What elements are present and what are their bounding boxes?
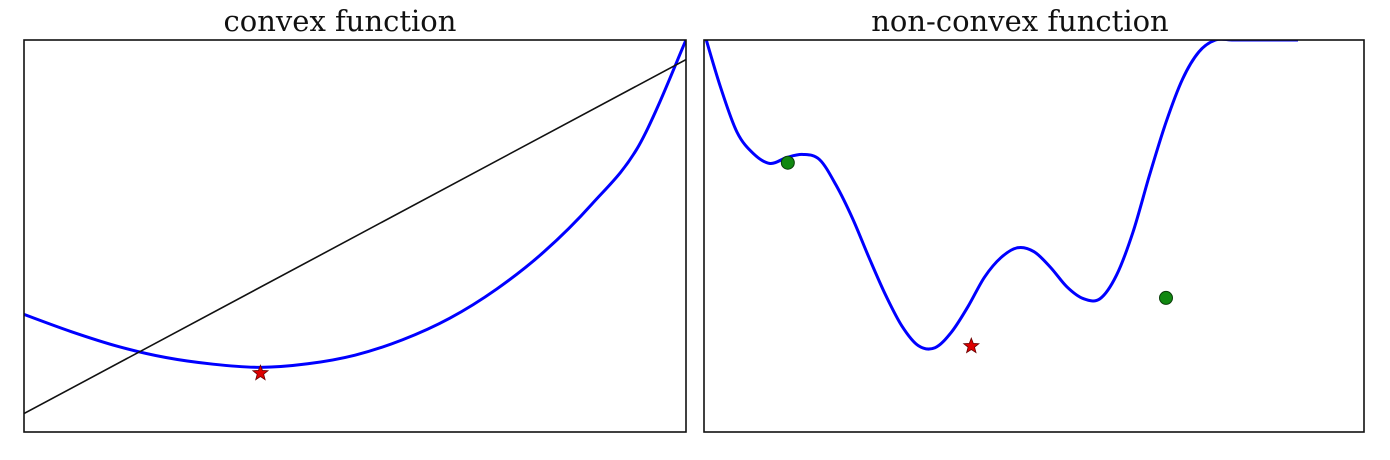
- chart-0-function-curve: [24, 40, 686, 369]
- non-convex-plot-area: [703, 39, 1365, 433]
- chart-1-series-group: [704, 40, 1298, 351]
- chart-1-global-minimum-star: [962, 337, 980, 354]
- non-convex-panel: non-convex function: [680, 0, 1365, 460]
- chart-1-local-minimum-point-2: [1159, 290, 1173, 305]
- chart-1-function-curve: [704, 40, 1298, 351]
- non-convex-chart-title: non-convex function: [871, 4, 1169, 38]
- chart-0-series-group: [24, 40, 686, 415]
- convex-panel: convex function: [0, 0, 687, 460]
- chart-1-local-minimum-point-0: [780, 155, 795, 170]
- convex-chart-title: convex function: [223, 4, 457, 38]
- chart-0-global-minimum-star: [251, 364, 270, 381]
- chart-1-axes-frame: [703, 39, 1365, 433]
- chart-0-axes-frame: [23, 39, 687, 433]
- convex-plot-area: [23, 39, 687, 433]
- chart-0-chord-line: [24, 58, 686, 415]
